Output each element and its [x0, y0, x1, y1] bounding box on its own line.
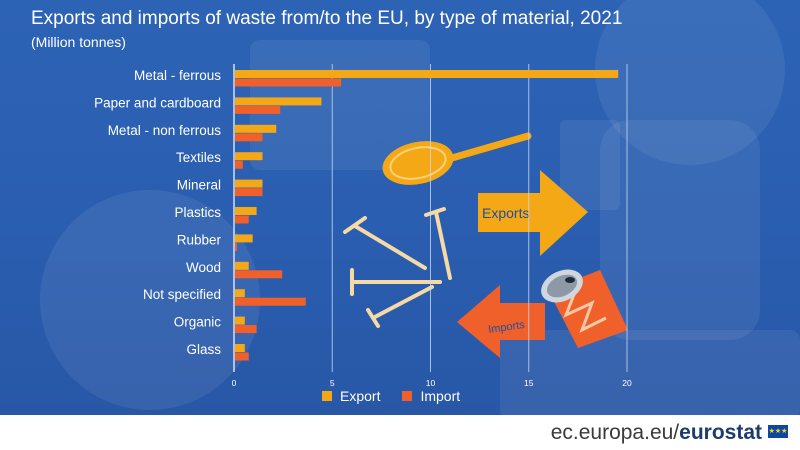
can-icon — [541, 269, 628, 348]
x-tick-label: 20 — [622, 378, 632, 388]
x-tick-label: 0 — [232, 378, 237, 388]
bar-import — [235, 352, 249, 361]
chart-panel: Exports Imports Exports and imports of w… — [0, 0, 800, 415]
exports-arrow-icon — [478, 170, 588, 256]
bar-import — [235, 297, 306, 306]
bar-export — [235, 207, 257, 215]
category-label: Metal - ferrous — [134, 68, 221, 83]
category-label: Metal - non ferrous — [108, 123, 222, 138]
bar-export — [235, 97, 322, 106]
legend-export: Export — [322, 388, 380, 404]
category-label: Rubber — [177, 232, 222, 247]
category-label: Organic — [174, 315, 222, 330]
footer-site: ec.europa.eu/ — [550, 421, 680, 444]
category-label: Paper and cardboard — [94, 95, 221, 110]
bar-import — [235, 242, 237, 251]
x-tick-label: 10 — [426, 378, 436, 388]
legend-export-swatch — [322, 391, 332, 401]
bar-import — [235, 78, 342, 87]
eurostat-footer: ec.europa.eu/eurostat — [551, 421, 762, 445]
category-label: Not specified — [143, 287, 221, 302]
category-label: Textiles — [176, 150, 221, 165]
eu-flag-icon: ★★★ — [768, 425, 788, 438]
legend-export-label: Export — [340, 388, 381, 404]
bar-import — [235, 215, 249, 224]
bar-import — [235, 270, 283, 279]
bar-import — [235, 325, 257, 334]
footer-brand: eurostat — [679, 421, 762, 444]
chart-title: Exports and imports of waste from/to the… — [31, 8, 623, 29]
category-label: Wood — [186, 260, 221, 275]
legend-import-label: Import — [420, 388, 461, 404]
exports-arrow-label: Exports — [482, 205, 529, 221]
legend-import: Import — [402, 388, 460, 404]
bar-import — [235, 188, 263, 197]
bar-export — [235, 70, 619, 78]
bar-import — [235, 160, 243, 169]
bar-import — [235, 105, 281, 114]
bar-import — [235, 133, 263, 142]
x-tick-label: 5 — [330, 378, 335, 388]
bar-export — [235, 124, 277, 133]
imports-arrow-label: Imports — [488, 319, 526, 336]
bar-export — [235, 152, 263, 161]
nails-icon — [343, 207, 452, 328]
bar-export — [235, 289, 245, 298]
category-label: Plastics — [174, 205, 221, 220]
magnifier-icon — [382, 132, 532, 185]
category-label: Glass — [186, 342, 221, 357]
bar-chart: 0 5 10 15 20 Metal - ferrous Paper and cardboa… — [94, 64, 632, 388]
bar-export — [235, 261, 249, 270]
bar-export — [235, 316, 245, 325]
bar-export — [235, 234, 253, 243]
bar-export — [235, 179, 263, 188]
imports-arrow-icon — [457, 285, 545, 358]
background-illustration: Exports Imports — [343, 132, 628, 358]
x-tick-label: 15 — [524, 378, 534, 388]
chart-subtitle: (Million tonnes) — [31, 34, 126, 50]
chart-legend: Export Import — [322, 388, 460, 404]
bar-export — [235, 344, 245, 352]
category-label: Mineral — [177, 178, 221, 193]
legend-import-swatch — [402, 391, 413, 401]
